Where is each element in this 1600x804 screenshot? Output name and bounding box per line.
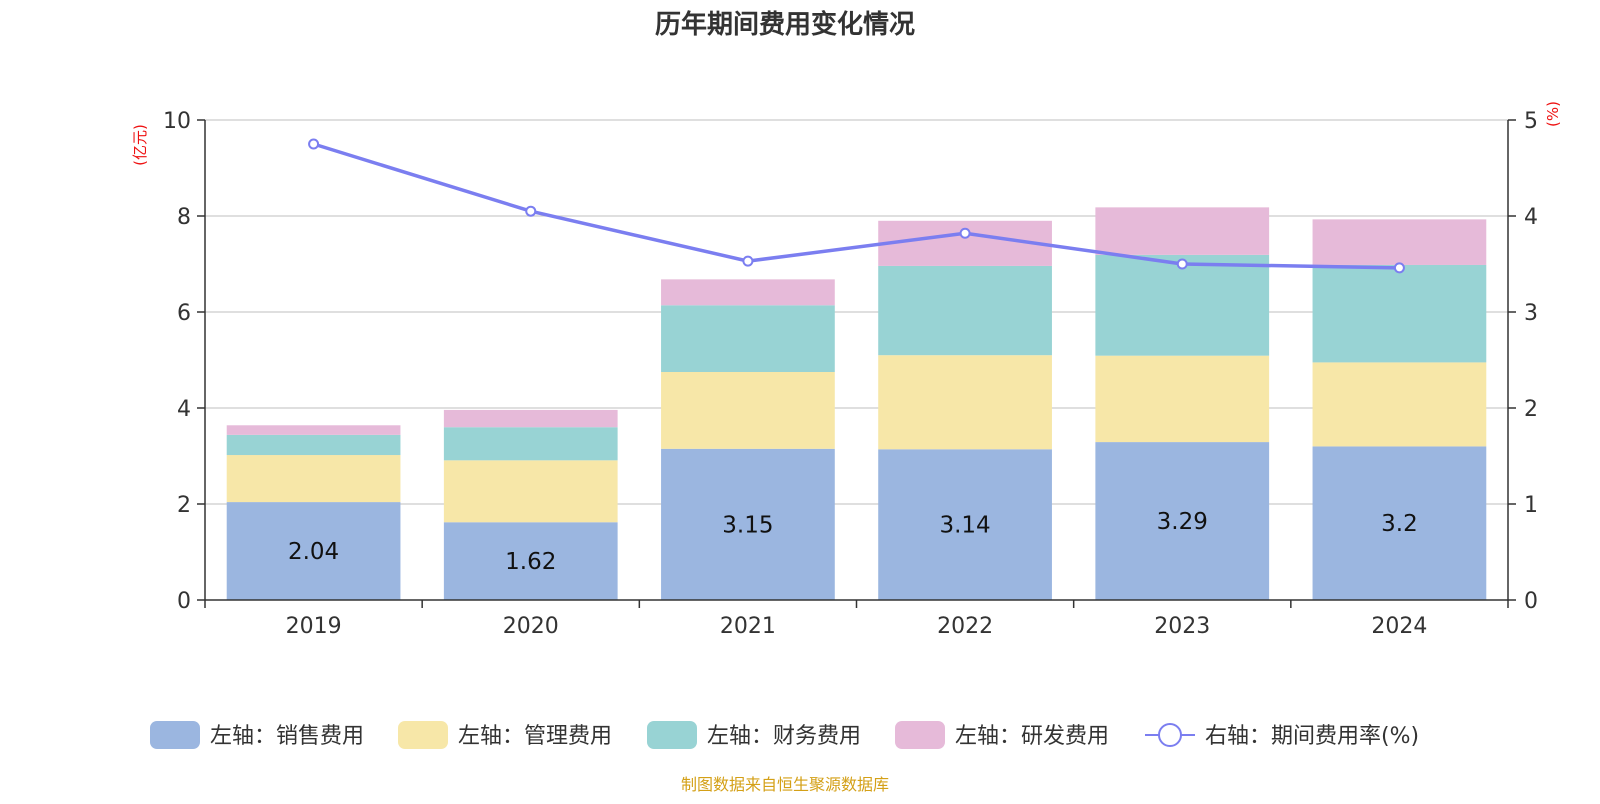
bars-layer: 2.04 1.62 3.15 3.14 3.29 3.2: [226, 207, 1487, 600]
source-note: 制图数据来自恒生聚源数据库: [681, 775, 889, 794]
bar-segment: [226, 434, 401, 456]
bar-segment: [443, 427, 618, 461]
x-tick-label: 2020: [503, 614, 559, 639]
x-tick-label: 2023: [1154, 614, 1210, 639]
y-left-tick-label: 6: [177, 301, 191, 326]
bar-segment: [661, 448, 835, 600]
bar-segment: [226, 455, 401, 503]
bar-segment: [443, 522, 618, 600]
bar-segment: [1312, 219, 1487, 265]
y-right-tick-label: 3: [1524, 301, 1538, 326]
bar-segment: [1095, 207, 1270, 255]
bar-segment: [1095, 442, 1270, 600]
y-left-tick-label: 4: [177, 397, 191, 422]
rate-line-layer: [308, 138, 1405, 274]
bar-segment: [878, 355, 1052, 450]
bar-segment: [1312, 264, 1487, 363]
bar-segment: [661, 305, 835, 372]
bar-segment: [443, 460, 618, 523]
y-right-tick-label: 1: [1524, 493, 1538, 518]
bar-segment: [661, 372, 835, 449]
x-tick-label: 2024: [1371, 614, 1427, 639]
rate-point: [308, 138, 320, 150]
grid-lines: [205, 119, 1508, 505]
bar-segment: [226, 502, 401, 600]
bar-segment: [226, 425, 401, 435]
bar-data-label: 3.2: [1381, 511, 1418, 537]
y-left-unit-label: (亿元): [131, 124, 149, 166]
bar-segment: [443, 409, 618, 428]
y-right-tick-label: 5: [1524, 109, 1538, 134]
legend-label: 左轴：管理费用: [458, 724, 612, 749]
y-right-tick-label: 2: [1524, 397, 1538, 422]
rate-point: [1176, 258, 1188, 270]
bar-segment: [1312, 362, 1487, 447]
legend-marker: [1158, 723, 1182, 747]
bar-segment: [878, 265, 1052, 356]
legend-swatch: [647, 721, 697, 749]
y-left-tick-label: 0: [177, 589, 191, 614]
bar-segment: [1095, 254, 1270, 356]
bar-data-label: 3.15: [722, 512, 773, 538]
chart-title: 历年期间费用变化情况: [655, 9, 915, 40]
x-tick-label: 2022: [937, 614, 993, 639]
bar-data-label: 3.14: [939, 513, 990, 539]
legend-swatch: [895, 721, 945, 749]
y-right-tick-label: 4: [1524, 205, 1538, 230]
bar-segment: [878, 449, 1052, 600]
y-left-tick-label: 8: [177, 205, 191, 230]
legend-label: 左轴：销售费用: [210, 724, 364, 749]
bar-segment: [1312, 446, 1487, 600]
bar-segment: [661, 279, 835, 306]
bar-data-label: 1.62: [505, 549, 556, 575]
legend-swatch: [150, 721, 200, 749]
legend-swatch: [398, 721, 448, 749]
legend-label: 右轴：期间费用率(%): [1205, 724, 1419, 749]
y-right-unit-label: (%): [1544, 101, 1562, 127]
y-left-tick-label: 10: [163, 109, 191, 134]
y-right-tick-label: 0: [1524, 589, 1538, 614]
axes-layer: 0 2 4 6 8 10 0 1 2 3 4 5 2019 2020 2021 2022 2023 2024: [163, 109, 1538, 639]
rate-line: [313, 142, 1400, 270]
y-left-tick-label: 2: [177, 493, 191, 518]
rate-point: [959, 227, 971, 239]
x-tick-label: 2021: [720, 614, 776, 639]
bar-data-label: 2.04: [288, 539, 339, 565]
rate-point: [1393, 262, 1405, 274]
legend-label: 左轴：研发费用: [955, 724, 1109, 749]
legend: 左轴：销售费用 左轴：管理费用 左轴：财务费用 左轴：研发费用 右轴：期间费用率(%): [150, 721, 1419, 749]
legend-label: 左轴：财务费用: [707, 724, 861, 749]
rate-point: [742, 255, 754, 267]
bar-segment: [1095, 355, 1270, 443]
x-tick-label: 2019: [286, 614, 342, 639]
rate-point: [525, 205, 537, 217]
bar-data-label: 3.29: [1157, 509, 1208, 535]
